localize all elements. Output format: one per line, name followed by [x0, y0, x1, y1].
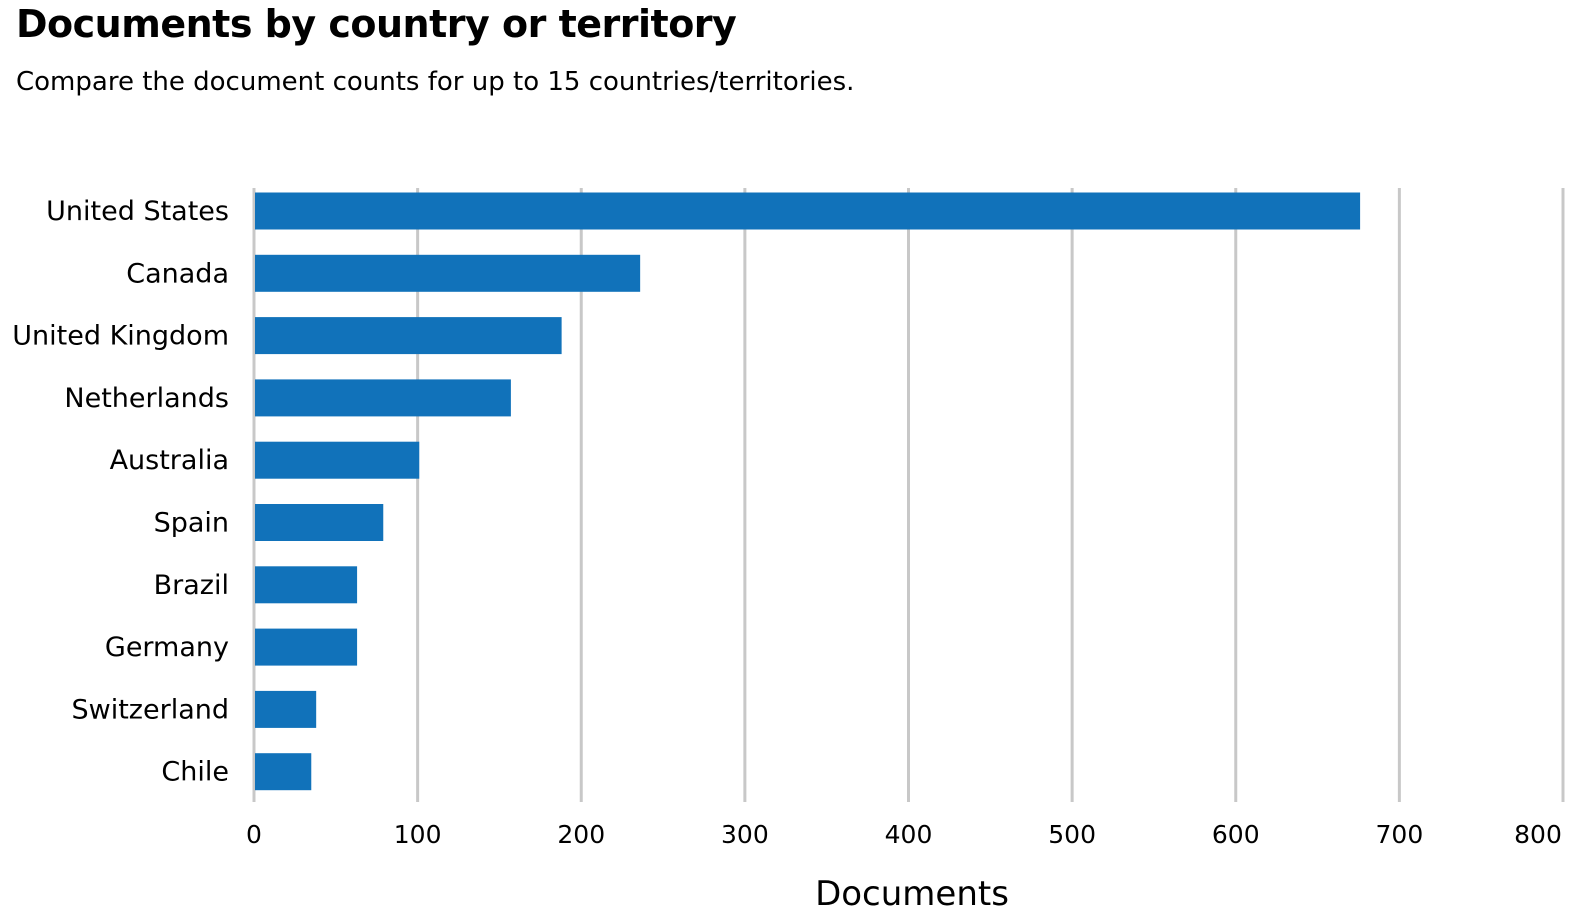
gridlines [252, 188, 1565, 802]
chart-title: Documents by country or territory [16, 2, 737, 46]
category-label: Chile [161, 757, 229, 788]
x-axis-title: Documents [815, 874, 1009, 914]
bar-canada[interactable] [255, 254, 641, 292]
bar-united-states[interactable] [255, 192, 1361, 230]
bars [255, 192, 1361, 791]
bar-netherlands[interactable] [255, 379, 511, 417]
x-tick-label: 0 [246, 820, 262, 849]
x-tick-label: 200 [557, 820, 605, 849]
bar-united-kingdom[interactable] [255, 317, 562, 355]
category-label: United Kingdom [12, 321, 229, 352]
x-tick-label: 300 [721, 820, 769, 849]
category-label: Brazil [154, 570, 229, 601]
category-label: Netherlands [64, 383, 229, 414]
x-tick-label: 500 [1048, 820, 1096, 849]
x-tick-label: 600 [1212, 820, 1260, 849]
x-tick-label: 700 [1376, 820, 1424, 849]
category-label: Spain [154, 508, 229, 539]
category-label: Australia [110, 445, 229, 476]
category-label: Canada [126, 258, 229, 289]
x-tick-label: 100 [394, 820, 442, 849]
category-labels: United States Canada United Kingdom Netherl… [12, 196, 229, 788]
x-tick-label: 800 [1514, 820, 1562, 849]
chart-subtitle: Compare the document counts for up to 15… [16, 67, 855, 97]
bar-brazil[interactable] [255, 566, 358, 604]
category-label: United States [46, 196, 229, 227]
category-label: Switzerland [72, 694, 230, 725]
bar-chile[interactable] [255, 753, 312, 791]
bar-switzerland[interactable] [255, 690, 317, 728]
bar-germany[interactable] [255, 628, 358, 666]
category-label: Germany [105, 632, 229, 663]
bar-australia[interactable] [255, 441, 420, 479]
x-tick-label: 400 [885, 820, 933, 849]
x-tick-labels: 0 100 200 300 400 500 600 700 800 [246, 820, 1562, 849]
bar-spain[interactable] [255, 504, 384, 541]
